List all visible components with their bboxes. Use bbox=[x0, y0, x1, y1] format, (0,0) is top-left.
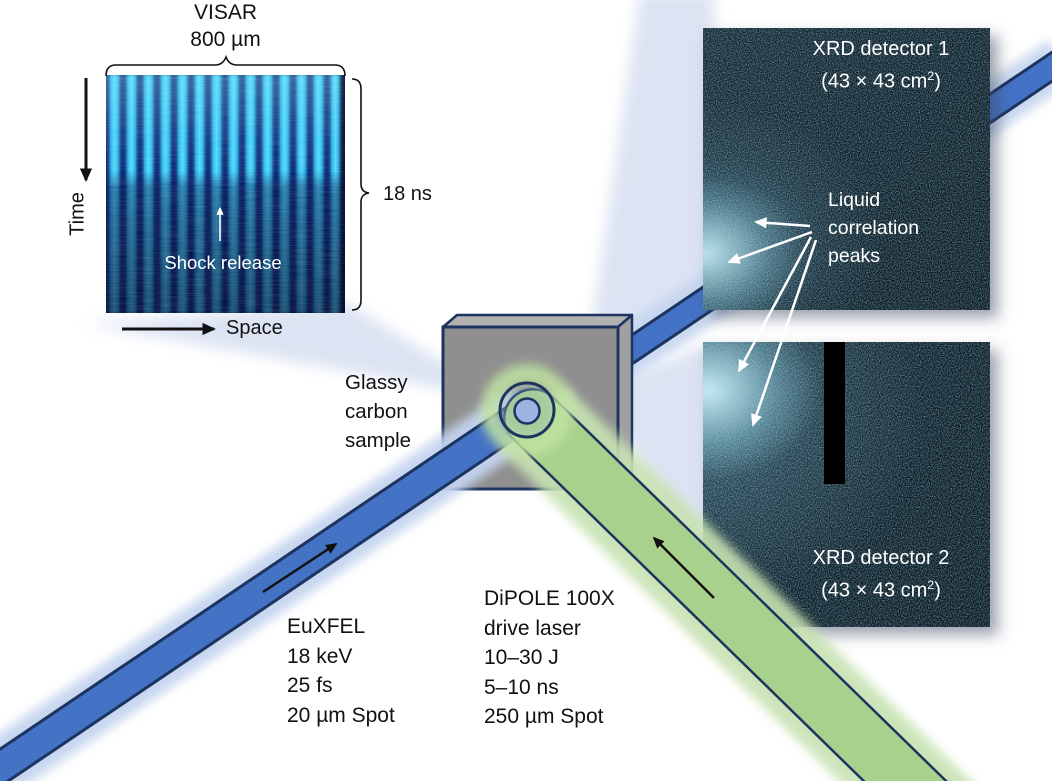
euxfel-beam-specs: EuXFEL 18 keV 25 fs 20 µm Spot bbox=[287, 612, 395, 730]
visar-noise-texture bbox=[106, 75, 345, 313]
visar-title: VISAR bbox=[193, 1, 258, 24]
detector1-name: XRD detector 1 bbox=[812, 38, 950, 60]
euxfel-energy: 18 keV bbox=[287, 644, 353, 668]
detector1-scatter-cone bbox=[588, 0, 714, 352]
laser-glow-ring bbox=[481, 364, 573, 456]
detector1-label: XRD detector 1 (43 × 43 cm2) bbox=[786, 36, 976, 96]
visar-width-label: 800 µm bbox=[190, 28, 261, 51]
space-axis-label: Space bbox=[226, 317, 283, 339]
sample-label: Glassy carbon sample bbox=[345, 371, 412, 452]
euxfel-name: EuXFEL bbox=[287, 615, 366, 638]
xray-spot bbox=[513, 397, 541, 425]
time-axis-label: Time bbox=[66, 192, 89, 236]
detector2-label: XRD detector 2 (43 × 43 cm2) bbox=[786, 545, 976, 605]
dipole-name: DiPOLE 100X bbox=[484, 587, 615, 610]
visar-light-cone bbox=[86, 303, 505, 400]
detector2-name: XRD detector 2 bbox=[812, 547, 950, 570]
dipole-energy: 10–30 J bbox=[484, 646, 559, 669]
detector2-scatter-cone bbox=[600, 342, 714, 606]
dipole-spot: 250 µm Spot bbox=[484, 705, 604, 728]
beamstop-shadow-bar bbox=[824, 342, 845, 484]
xray-direction-arrow bbox=[262, 542, 338, 594]
interaction-point bbox=[481, 364, 573, 456]
sample-front-face bbox=[441, 325, 620, 491]
duration-label: 18 ns bbox=[383, 183, 432, 205]
focus-circle bbox=[498, 381, 556, 439]
drive-laser-specs: DiPOLE 100X drive laser 10–30 J 5–10 ns … bbox=[484, 584, 615, 732]
detector2-size: (43 × 43 cm2) bbox=[821, 578, 941, 602]
shock-release-label: Shock release bbox=[164, 252, 282, 273]
dipole-type: drive laser bbox=[484, 616, 581, 640]
sample-side-face bbox=[616, 313, 634, 491]
sample-top-face bbox=[441, 313, 634, 329]
width-brace bbox=[105, 54, 346, 77]
duration-brace bbox=[351, 78, 370, 311]
euxfel-pulse: 25 fs bbox=[287, 674, 333, 697]
detector1-size: (43 × 43 cm2) bbox=[821, 69, 941, 93]
euxfel-spot: 20 µm Spot bbox=[287, 703, 395, 727]
liquid-peaks-label: Liquid correlation peaks bbox=[828, 189, 920, 267]
dipole-duration: 5–10 ns bbox=[484, 675, 559, 699]
xrd-detector-2-image: XRD detector 2 (43 × 43 cm2) bbox=[703, 342, 990, 627]
euxfel-incident-beam bbox=[0, 387, 544, 781]
visar-streak-image bbox=[106, 75, 345, 313]
